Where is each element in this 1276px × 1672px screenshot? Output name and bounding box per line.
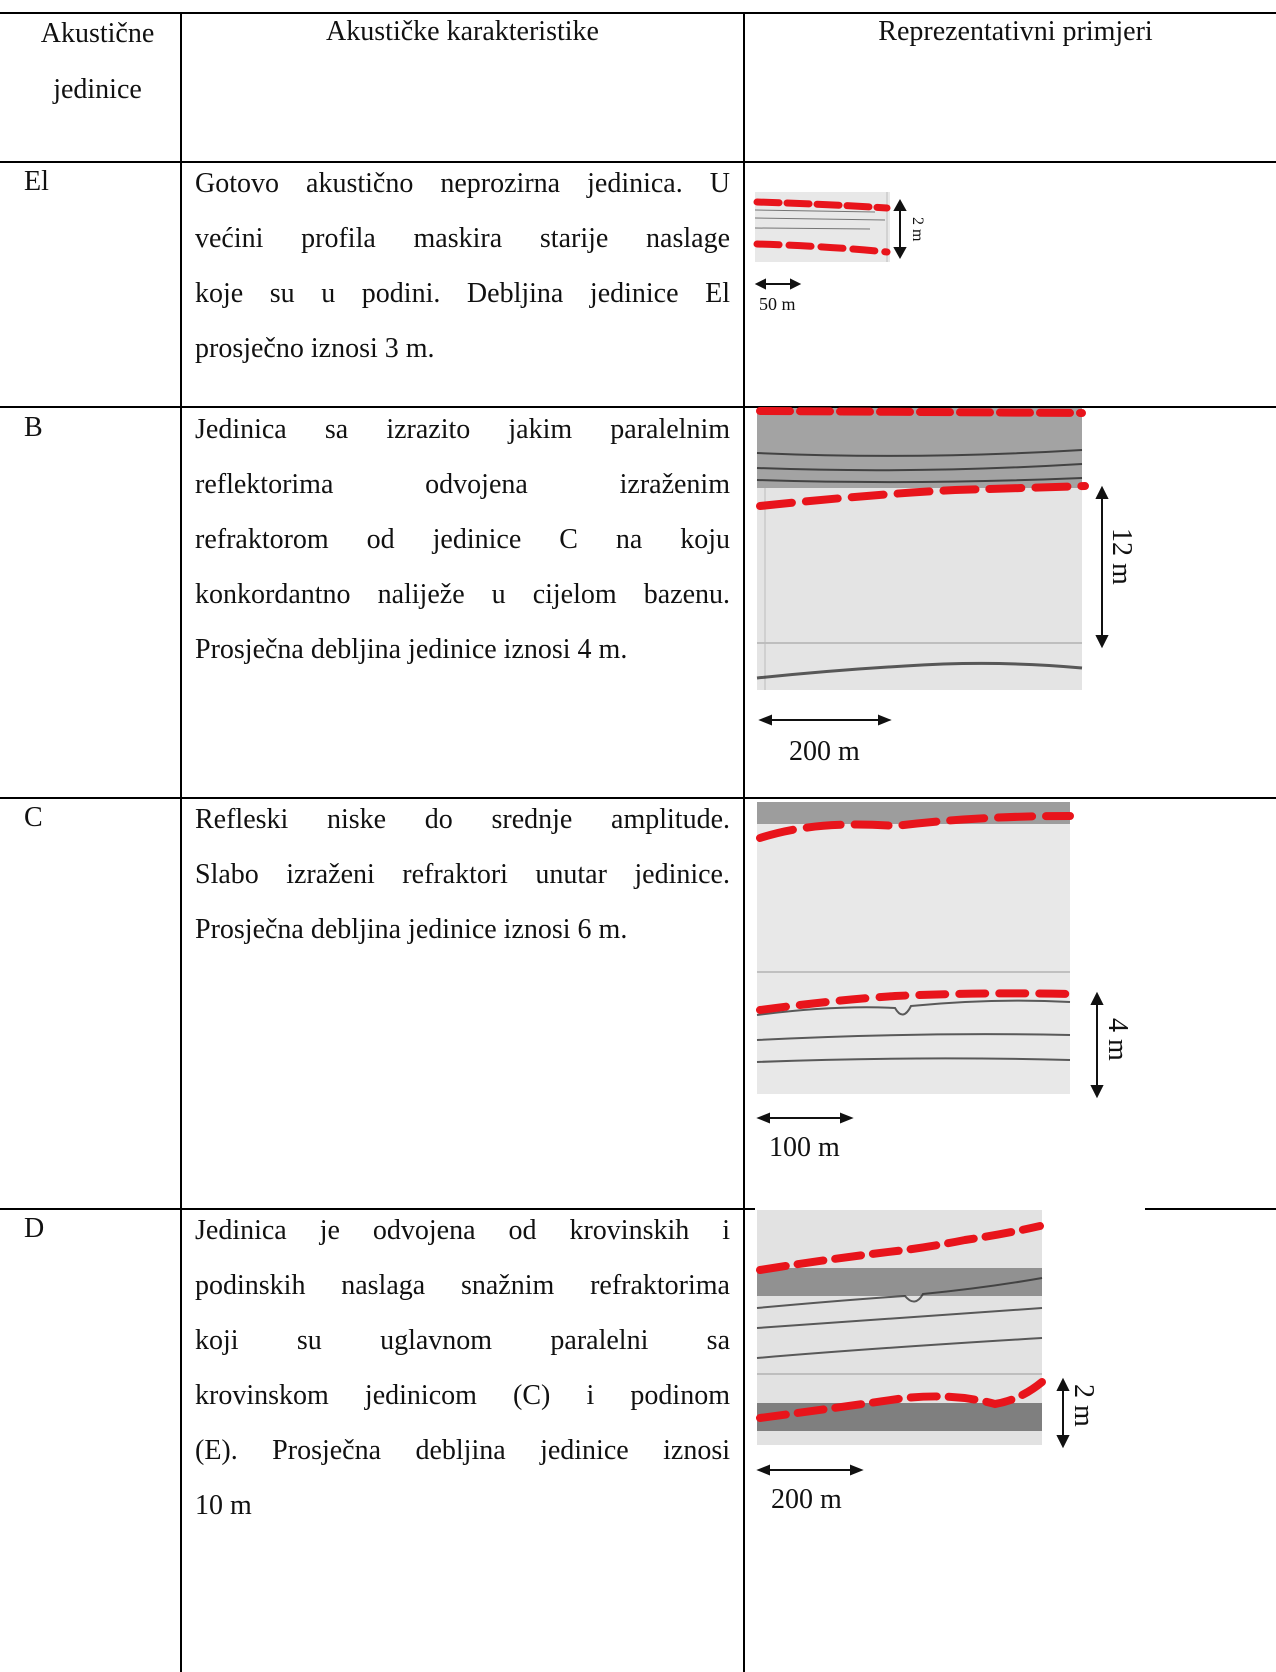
- seismic-profile-el: 2 m 50 m: [753, 192, 926, 314]
- description-line: Prosječna debljina jedinice iznosi 4 m.: [195, 634, 628, 665]
- description-d: Jedinica je odvojena od krovinskih i pod…: [195, 1203, 730, 1533]
- profile-reflector-lines: [756, 449, 1083, 484]
- description-line: podinskih naslaga snažnim refraktorima: [195, 1270, 730, 1301]
- description-line: Refleski niske do srednje amplitude.: [195, 804, 730, 835]
- vertical-scale-label: 2 m: [909, 217, 926, 242]
- description-line: 10 m: [195, 1490, 252, 1521]
- description-b: Jedinica sa izrazito jakim paralelnim re…: [195, 402, 730, 677]
- upper-boundary-dash: [753, 198, 891, 212]
- upper-boundary-dash: [756, 407, 1086, 417]
- header-units-line-1: Akustične: [40, 18, 155, 49]
- seismic-profile-c: 4 m 100 m: [756, 802, 1133, 1163]
- header-examples: Reprezentativni primjeri: [878, 16, 1153, 47]
- vertical-scale-arrow: [1090, 991, 1104, 1099]
- vertical-scale-label: 2 m: [1068, 1384, 1099, 1427]
- horizontal-scale-arrow: [756, 1464, 864, 1476]
- table-top-border: [0, 12, 1276, 14]
- description-line: Jedinica sa izrazito jakim paralelnim: [195, 414, 730, 445]
- header-characteristics: Akustičke karakteristike: [326, 16, 599, 47]
- horizontal-scale-label: 200 m: [789, 736, 860, 767]
- description-line: prosječno iznosi 3 m.: [195, 333, 435, 364]
- description-line: (E). Prosječna debljina jedinice iznosi: [195, 1435, 730, 1466]
- description-el: Gotovo akustično neprozirna jedinica. U …: [195, 156, 730, 376]
- horizontal-scale-label: 200 m: [771, 1484, 842, 1515]
- description-line: Gotovo akustično neprozirna jedinica. U: [195, 168, 730, 199]
- upper-boundary-dash: [756, 1222, 1044, 1274]
- horizontal-scale-arrow: [754, 278, 802, 290]
- upper-boundary-dash: [756, 812, 1074, 842]
- profile-bottom-reflector: [756, 661, 1083, 680]
- description-line: koji su uglavnom paralelni sa: [195, 1325, 730, 1356]
- row-divider-c-tail: [1162, 797, 1276, 799]
- row-divider-b: [0, 406, 1276, 408]
- horizontal-scale-label: 50 m: [759, 294, 796, 314]
- description-line: Slabo izraženi refraktori unutar jedinic…: [195, 859, 730, 890]
- profile-reflector-lines: [754, 209, 886, 230]
- vertical-scale-arrow: [893, 198, 907, 260]
- unit-label-b: B: [24, 412, 43, 443]
- column-divider-1: [180, 12, 182, 1672]
- description-line: konkordantno naliježe u cijelom bazenu.: [195, 579, 730, 610]
- lower-boundary-dash: [756, 1378, 1046, 1422]
- description-line: reflektorima odvojena izraženim: [195, 469, 730, 500]
- unit-label-el: El: [24, 166, 49, 197]
- row-divider-d: [0, 1208, 755, 1210]
- row-divider-d-tail: [1145, 1208, 1276, 1210]
- profile-dark-band-top: [757, 1268, 1042, 1296]
- description-c: Refleski niske do srednje amplitude. Sla…: [195, 792, 730, 957]
- vertical-scale-arrow: [1056, 1377, 1070, 1449]
- description-line: većini profila maskira starije naslage: [195, 223, 730, 254]
- vertical-scale-arrow: [1095, 485, 1109, 649]
- description-line: koje su u podini. Debljina jedinice El: [195, 278, 730, 309]
- profile-reflector-lines: [756, 999, 1071, 1063]
- row-divider-el: [0, 161, 1276, 163]
- description-line: krovinskom jedinicom (C) i podinom: [195, 1380, 730, 1411]
- lower-boundary-dash: [756, 989, 1074, 1014]
- header-units: Akustične jedinice: [20, 6, 175, 118]
- seismic-profile-b: 12 m 200 m: [756, 407, 1137, 767]
- vertical-scale-label: 4 m: [1102, 1018, 1133, 1061]
- description-line: Prosječna debljina jedinice iznosi 6 m.: [195, 914, 628, 945]
- seismic-profile-d: 2 m 200 m: [756, 1210, 1099, 1515]
- description-line: Jedinica je odvojena od krovinskih i: [195, 1215, 730, 1246]
- lower-boundary-dash: [756, 482, 1089, 510]
- horizontal-scale-arrow: [758, 714, 892, 726]
- profile-reflector-lines: [756, 1277, 1043, 1359]
- unit-label-c: C: [24, 802, 43, 833]
- row-divider-c: [0, 797, 1162, 799]
- unit-label-d: D: [24, 1213, 45, 1244]
- column-divider-2: [743, 12, 745, 1672]
- horizontal-scale-arrow: [756, 1112, 854, 1124]
- header-units-line-2: jedinice: [53, 74, 142, 105]
- lower-boundary-dash: [753, 240, 891, 256]
- vertical-scale-label: 12 m: [1106, 528, 1137, 585]
- horizontal-scale-label: 100 m: [769, 1132, 840, 1163]
- profile-dark-band-top: [757, 408, 1082, 488]
- profile-dark-band-top: [757, 802, 1070, 824]
- description-line: refraktorom od jedinice C na koju: [195, 524, 730, 555]
- profile-image: [757, 802, 1070, 1094]
